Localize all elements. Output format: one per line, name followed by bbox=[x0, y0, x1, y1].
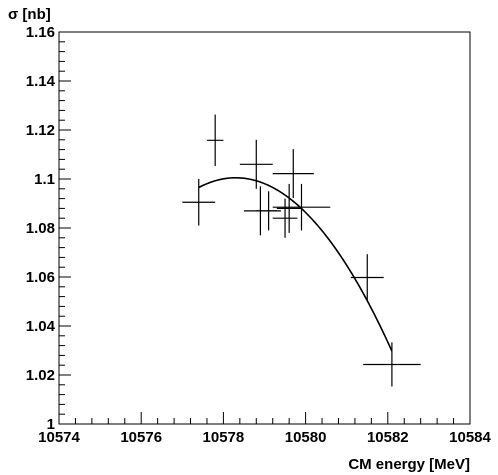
y-tick-label: 1.08 bbox=[26, 220, 55, 237]
data-point bbox=[256, 191, 281, 231]
y-axis-tick-labels: 1 1.02 1.04 1.06 1.08 1.1 1.12 1.14 1.16 bbox=[26, 24, 56, 433]
y-tick-label: 1.04 bbox=[26, 318, 56, 335]
y-tick-label: 1.16 bbox=[26, 24, 55, 41]
y-axis-title: σ [nb] bbox=[8, 6, 51, 23]
x-tick-label: 10576 bbox=[120, 429, 162, 446]
data-point bbox=[239, 139, 273, 189]
y-tick-label: 1.12 bbox=[26, 122, 55, 139]
data-point bbox=[182, 179, 216, 226]
x-tick-label: 10584 bbox=[449, 429, 491, 446]
x-axis-title: CM energy [MeV] bbox=[348, 456, 470, 473]
x-tick-label: 10578 bbox=[203, 429, 245, 446]
data-point bbox=[272, 149, 314, 199]
data-point bbox=[272, 183, 331, 231]
x-tick-label: 10580 bbox=[285, 429, 327, 446]
y-axis-ticks bbox=[59, 31, 71, 425]
data-points bbox=[182, 114, 421, 387]
data-point bbox=[206, 114, 224, 167]
data-point bbox=[363, 342, 421, 387]
x-axis-tick-labels: 10574 10576 10578 10580 10582 10584 bbox=[38, 429, 491, 446]
x-tick-label: 10574 bbox=[38, 429, 80, 446]
x-axis-ticks bbox=[58, 412, 471, 424]
data-point bbox=[276, 183, 302, 233]
data-point bbox=[272, 198, 298, 238]
y-tick-label: 1.14 bbox=[26, 73, 56, 90]
y-tick-label: 1.1 bbox=[34, 171, 55, 188]
y-tick-label: 1.06 bbox=[26, 269, 55, 286]
fit-curve bbox=[198, 176, 393, 352]
data-point bbox=[350, 254, 384, 301]
y-tick-label: 1.02 bbox=[26, 367, 55, 384]
x-tick-label: 10582 bbox=[367, 429, 409, 446]
y-tick-label: 1 bbox=[47, 416, 55, 433]
